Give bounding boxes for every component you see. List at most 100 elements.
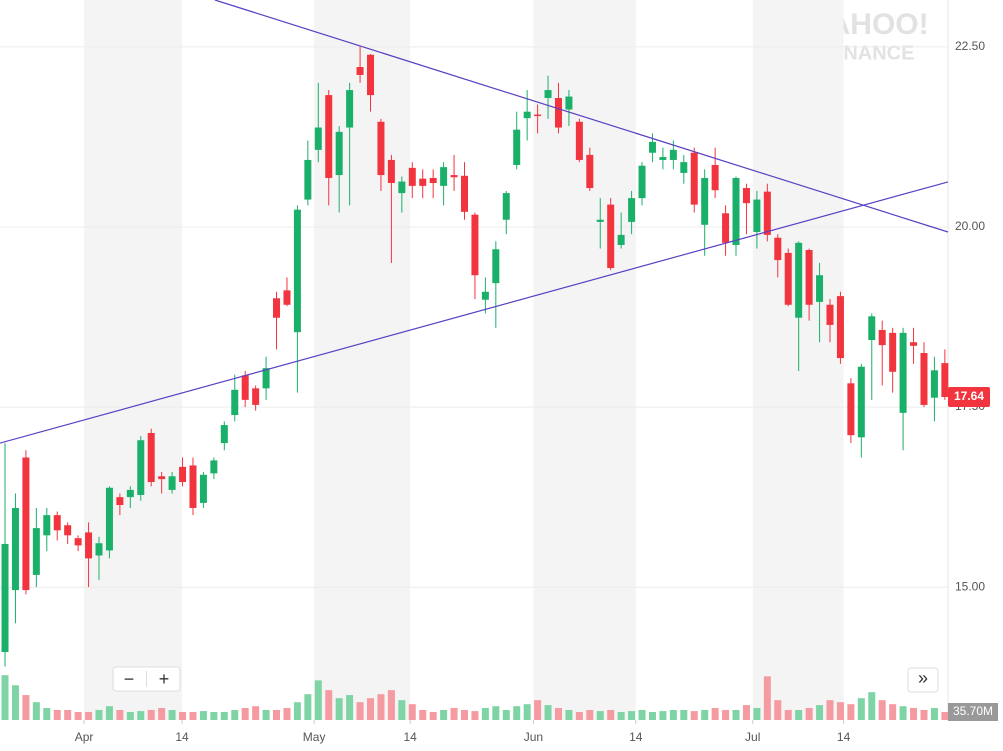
zoom-controls: − + [112,666,181,692]
volume-bar [32,702,40,720]
candle-body [210,460,218,474]
volume-bar [523,704,531,720]
volume-bar [690,711,698,720]
candle-body [617,234,625,245]
volume-bar [565,709,573,720]
volume-bar [910,707,918,720]
candle-body [408,167,416,186]
volume-bar [836,702,844,720]
volume-bar [878,700,886,720]
trendline [214,0,949,233]
volume-bar [889,704,897,720]
zoom-in-button[interactable]: + [159,669,170,689]
zoom-out-button[interactable]: − [124,669,135,689]
volume-bar [273,709,281,720]
volume-label: 35.70M [953,704,993,718]
last-price-label: 17.64 [954,389,984,403]
candle-body [826,304,834,325]
candle-body [784,252,792,305]
volume-bar [85,711,93,720]
candle-body [199,474,207,503]
volume-bar [617,711,625,720]
volume-bar [648,711,656,720]
period-band [84,0,183,720]
candle-body [179,466,187,482]
volume-bar [805,707,813,720]
volume-bar [325,690,333,720]
volume-bar [74,711,82,720]
volume-bar [784,709,792,720]
candle-body [711,164,719,191]
candle-body [795,242,803,318]
volume-bar [586,709,594,720]
volume-bar [857,698,865,720]
scroll-control: » [907,667,939,693]
x-tick-label: Jul [745,730,760,744]
volume-bar [179,711,187,720]
volume-bar [732,709,740,720]
candle-body [648,141,656,153]
candle-body [941,363,949,397]
candle-body [868,316,876,341]
volume-bar [575,711,583,720]
volume-bar [460,709,468,720]
volume-bar [210,711,218,720]
candle-body [11,507,19,591]
volume-bar [356,702,364,720]
candle-body [680,162,688,173]
volume-bar [722,709,730,720]
x-tick-label: May [303,730,326,744]
candle-body [732,177,740,245]
volume-bar [1,675,9,720]
volume-bar [669,709,677,720]
candle-body [669,149,677,160]
period-band [752,0,844,720]
volume-bar [680,709,688,720]
volume-bar [22,695,30,720]
candle-body [32,528,40,575]
volume-bar [450,707,458,720]
candle-body [43,515,51,536]
x-tick-label: Jun [524,730,543,744]
volume-bar [544,705,552,720]
candle-body [1,543,9,653]
candle-body [429,177,437,184]
volume-bar [492,706,500,720]
volume-bar [920,709,928,720]
volume-bar [43,707,51,720]
candle-body [910,342,918,346]
volume-tag [948,703,998,721]
candle-body [398,181,406,194]
y-tick-label: 15.00 [955,579,985,593]
candle-body [262,368,270,389]
candle-body [544,90,552,98]
candle-body [847,383,855,436]
volume-bar [158,707,166,720]
volume-bar [742,705,750,720]
scroll-right-button[interactable]: » [918,668,928,688]
volume-bar [408,704,416,720]
candle-body [367,54,375,96]
volume-bar [701,709,709,720]
volume-bar [335,698,343,720]
candle-body [377,121,385,176]
volume-bar [502,709,510,720]
candle-body [346,90,354,128]
volume-bar [387,690,395,720]
candle-body [899,332,907,413]
x-tick-label: Apr [75,730,94,744]
candle-body [565,96,573,110]
volume-bar [638,709,646,720]
y-tick-label: 22.50 [955,39,985,53]
candle-body [920,353,928,405]
volume-bar [513,706,521,720]
volume-bar [168,709,176,720]
candle-body [147,433,155,482]
candle-body [878,329,886,346]
x-tick-label: 14 [404,730,418,744]
candle-body [659,157,667,160]
volume-bar [64,709,72,720]
volume-bar [471,711,479,720]
volume-bar [147,709,155,720]
